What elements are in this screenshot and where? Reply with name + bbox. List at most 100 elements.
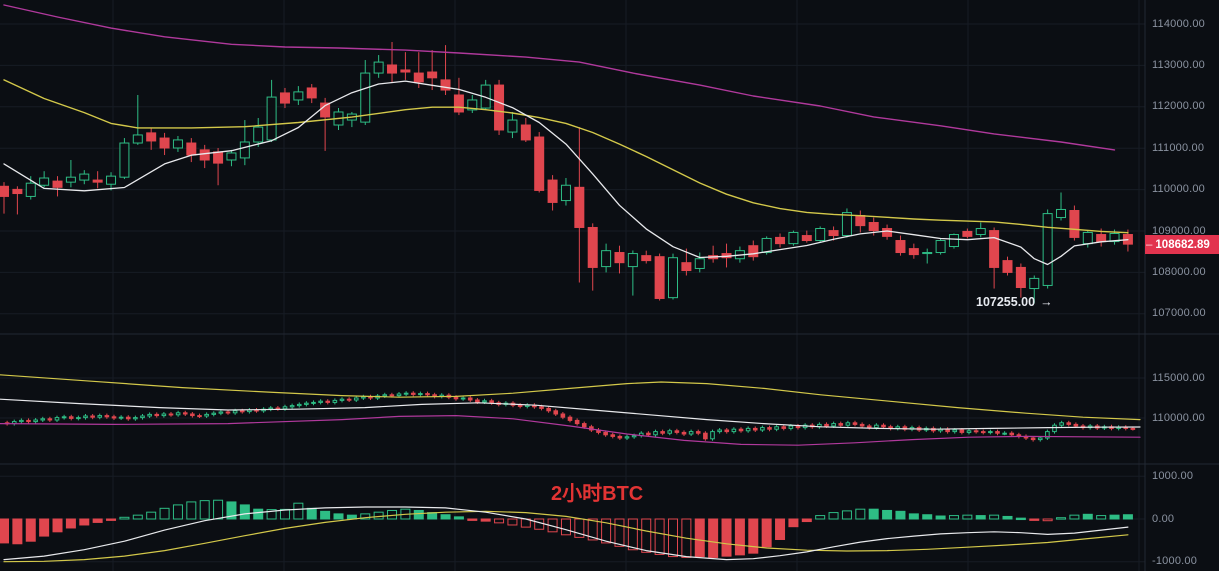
candle-body <box>775 236 786 245</box>
candle-body <box>453 94 464 113</box>
y-axis-label: 114000.00 <box>1152 17 1205 30</box>
candle-body <box>253 126 264 143</box>
candle-body <box>1042 213 1053 286</box>
candle-body <box>935 240 946 254</box>
mini-candle-body <box>111 416 117 419</box>
mini-candle-body <box>617 435 623 439</box>
ma-yellow-line <box>3 79 1129 234</box>
candle-body <box>360 72 371 123</box>
mini-candle-body <box>182 412 188 415</box>
candle-body <box>400 69 411 73</box>
macd-bar <box>922 514 933 520</box>
candle-body <box>574 186 585 228</box>
mini-candle-body <box>610 434 616 437</box>
candle-body <box>922 252 933 255</box>
mini-candle-body <box>995 431 1000 434</box>
macd-bar <box>226 501 237 520</box>
mini-candle-body <box>774 426 779 430</box>
macd-bar <box>868 508 879 520</box>
candle-body <box>494 84 505 131</box>
candle-body <box>172 139 183 149</box>
mini-candle-body <box>653 431 658 436</box>
candle-body <box>654 256 665 299</box>
mini-candle-body <box>674 430 680 433</box>
mini-candle-body <box>881 424 886 428</box>
macd-bar <box>654 518 665 555</box>
candle-body <box>52 180 63 188</box>
mini-candle-body <box>567 416 573 421</box>
macd-bar <box>801 518 812 523</box>
candle-body <box>279 92 290 104</box>
macd-bar <box>975 515 986 520</box>
mini-candle-body <box>489 400 494 404</box>
macd-bar <box>0 518 9 544</box>
mini-candle-body <box>418 393 423 396</box>
mini-candle-body <box>311 401 316 404</box>
mini-candle-body <box>824 423 829 427</box>
mini-candle-body <box>581 423 587 428</box>
candle-body <box>239 141 250 159</box>
macd-bar <box>467 518 478 521</box>
mini-candle-body <box>966 430 972 433</box>
mini-candle-body <box>197 415 202 418</box>
mini-candle-body <box>382 394 388 397</box>
y-axis-label: 112000.00 <box>1152 100 1205 113</box>
macd-bar <box>266 509 277 520</box>
candle-body <box>1069 210 1080 238</box>
mini-candle-body <box>688 431 694 435</box>
candle-body <box>681 262 692 272</box>
mini-candle-body <box>980 431 986 434</box>
macd-bar <box>681 518 692 558</box>
mini-candle-body <box>175 412 181 416</box>
mini-candle-body <box>453 396 459 400</box>
mini-candle-body <box>852 422 858 425</box>
macd-bar <box>239 504 250 520</box>
mini-candle-body <box>125 416 131 420</box>
mini-candle-body <box>866 425 872 429</box>
mini-candle-body <box>460 397 466 400</box>
candle-body <box>989 230 1000 268</box>
candle-body <box>1015 266 1026 289</box>
candle-body <box>948 234 959 248</box>
mini-candle-body <box>90 415 95 418</box>
candle-body <box>882 228 893 237</box>
mini-candle-body <box>154 413 160 417</box>
candle-body <box>132 134 143 144</box>
macd-bar <box>601 518 612 544</box>
mini-candle-body <box>1009 432 1015 436</box>
candle-body <box>1002 260 1013 273</box>
timeframe-watermark: 2小时BTC <box>551 483 644 505</box>
macd-bar <box>895 510 906 520</box>
mini-candle-body <box>1059 422 1064 426</box>
macd-bar <box>627 518 638 551</box>
macd-bar <box>199 500 210 520</box>
candle-body <box>199 149 210 161</box>
macd-bar <box>560 518 571 536</box>
candle-body <box>213 151 224 164</box>
y-axis-label: 110000.00 <box>1152 183 1205 196</box>
mini-candle-body <box>681 431 687 435</box>
mini-candle-body <box>204 413 209 417</box>
mini-candle-body <box>539 406 544 409</box>
candle-body <box>761 237 772 254</box>
macd-bar <box>333 513 344 520</box>
candle-body <box>65 176 76 183</box>
ma-magenta <box>3 4 1116 151</box>
candle-body <box>601 250 612 268</box>
mini-candle-body <box>218 411 224 414</box>
candle-body <box>855 214 866 227</box>
mini-candle-body <box>781 426 787 429</box>
candle-body <box>841 212 852 237</box>
macd-bar <box>948 515 959 520</box>
mini-candle-body <box>410 392 416 395</box>
mini-candle-body <box>190 413 195 417</box>
mini-candle-body <box>1045 431 1050 439</box>
candle-body <box>1056 208 1067 219</box>
macd-bar <box>1056 517 1067 520</box>
macd-bar <box>788 518 799 528</box>
candle-body <box>547 179 558 203</box>
y-axis-label: 1000.00 <box>1152 469 1194 482</box>
macd-bar <box>186 501 197 520</box>
macd-bar <box>1122 514 1133 520</box>
